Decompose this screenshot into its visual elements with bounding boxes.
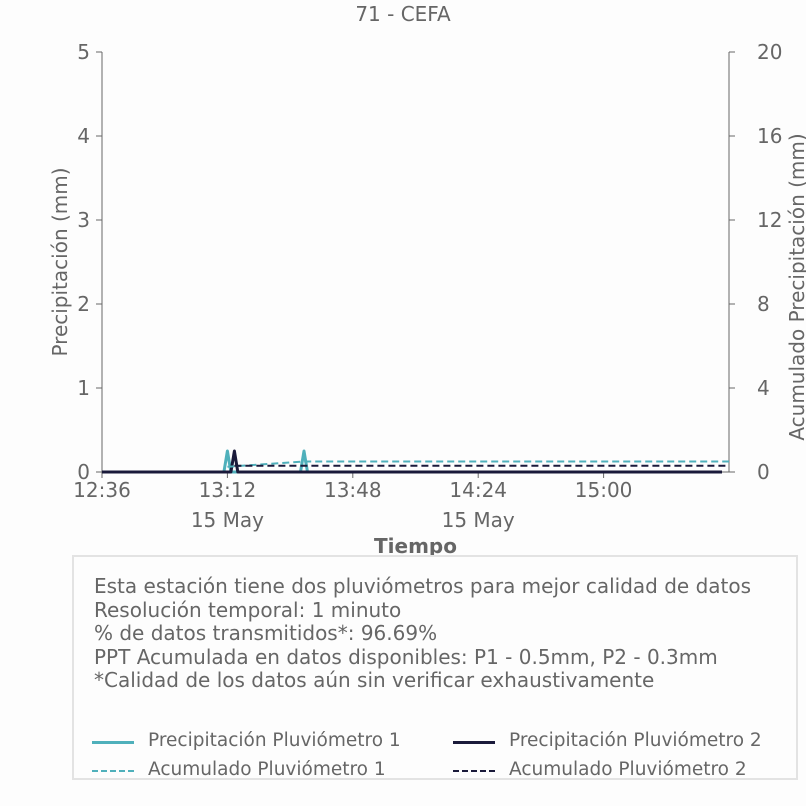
x-tick-label: 14:24 <box>449 478 507 502</box>
legend-swatch-acc2 <box>453 770 495 772</box>
legend-label-p1: Precipitación Pluviómetro 1 <box>148 730 401 751</box>
legend-label-p2: Precipitación Pluviómetro 2 <box>509 730 762 751</box>
y-left-tick-label: 0 <box>77 460 90 484</box>
series-line-3 <box>227 460 729 468</box>
legend-swatch-p2 <box>453 741 495 744</box>
y-left-tick-label: 5 <box>77 40 90 64</box>
legend-swatch-acc1 <box>92 770 134 772</box>
y-right-tick-label: 16 <box>757 124 782 148</box>
y-left-tick-label: 4 <box>77 124 90 148</box>
legend-label-acc1: Acumulado Pluviómetro 1 <box>148 759 386 780</box>
y-right-tick-label: 12 <box>757 208 782 232</box>
y-right-tick-label: 8 <box>757 292 770 316</box>
y-right-axis-label: Acumulado Precipitación (mm) <box>785 133 806 440</box>
y-left-axis-label: Precipitación (mm) <box>48 167 72 356</box>
x-tick-label: 13:12 <box>199 478 257 502</box>
x-tick-label: 15:00 <box>575 478 633 502</box>
info-box: Esta estación tiene dos pluviómetros par… <box>72 555 798 780</box>
info-line-quality: *Calidad de los datos aún sin verificar … <box>94 668 655 692</box>
x-tick-date-label: 15 May <box>191 508 264 532</box>
info-line-stations: Esta estación tiene dos pluviómetros par… <box>94 574 752 598</box>
y-left-tick-label: 1 <box>77 376 90 400</box>
x-tick-label: 12:36 <box>73 478 131 502</box>
series-line-2 <box>102 449 722 474</box>
y-left-tick-label: 3 <box>77 208 90 232</box>
info-line-transmitted: % de datos transmitidos*: 96.69% <box>94 621 438 645</box>
chart-title: 71 - CEFA <box>355 2 451 26</box>
x-tick-label: 13:48 <box>324 478 382 502</box>
info-lines: Esta estación tiene dos pluviómetros par… <box>94 574 752 693</box>
y-right-tick-label: 4 <box>757 376 770 400</box>
legend-swatch-p1 <box>92 741 134 744</box>
legend-label-acc2: Acumulado Pluviómetro 2 <box>509 759 747 780</box>
info-line-accumulated: PPT Acumulada en datos disponibles: P1 -… <box>94 644 718 669</box>
info-line-resolution: Resolución temporal: 1 minuto <box>94 597 402 622</box>
y-right-tick-label: 20 <box>757 40 782 64</box>
y-left-tick-label: 2 <box>77 292 90 316</box>
x-axis-label: Tiempo <box>374 534 457 558</box>
x-tick-date-label: 15 May <box>442 508 515 532</box>
y-right-tick-label: 0 <box>757 460 770 484</box>
